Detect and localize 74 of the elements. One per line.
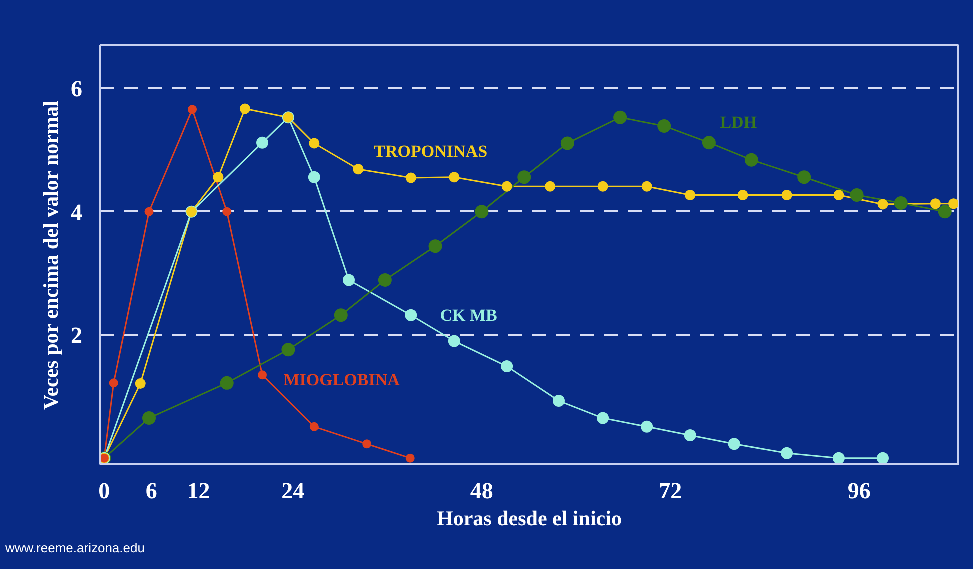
- series-label: LDH: [720, 113, 758, 132]
- point: [614, 110, 628, 124]
- y-tick-label: 4: [71, 200, 83, 225]
- text: www.reeme.arizona.edu: [4, 540, 145, 556]
- x-tick-label: 48: [470, 478, 494, 504]
- point: [850, 188, 864, 202]
- point: [832, 452, 845, 464]
- point: [501, 360, 514, 373]
- point: [213, 172, 224, 183]
- point: [781, 447, 794, 460]
- point: [685, 190, 696, 200]
- point: [144, 207, 154, 216]
- point: [406, 172, 416, 184]
- point: [343, 274, 356, 286]
- point: [738, 190, 748, 200]
- point: [642, 181, 652, 192]
- point: [142, 412, 156, 426]
- x-tick-label: 72: [659, 478, 682, 504]
- point: [728, 438, 740, 450]
- point: [310, 422, 319, 432]
- point: [641, 420, 654, 433]
- point: [258, 370, 268, 380]
- point: [109, 378, 118, 388]
- point: [220, 376, 234, 390]
- point: [597, 412, 610, 424]
- point: [545, 181, 556, 192]
- point: [309, 138, 320, 149]
- point: [502, 181, 512, 192]
- y-tick-label: 2: [71, 323, 82, 348]
- point: [188, 105, 198, 114]
- point: [552, 395, 565, 408]
- point: [240, 104, 250, 114]
- x-tick-label: 0: [98, 478, 110, 504]
- x-tick-label: 6: [146, 478, 158, 504]
- x-tick-label: 24: [282, 478, 306, 504]
- point: [222, 207, 232, 216]
- y-axis-title: Veces por encima del valor normal: [39, 100, 63, 410]
- point: [878, 199, 888, 210]
- point: [930, 198, 941, 210]
- point: [518, 170, 532, 184]
- point: [308, 171, 320, 184]
- point: [684, 430, 696, 442]
- point: [334, 308, 348, 322]
- point: [448, 335, 460, 348]
- series-label: MIOGLOBINA: [284, 370, 401, 390]
- point: [658, 119, 672, 133]
- point: [406, 454, 415, 463]
- point: [948, 198, 958, 210]
- x-axis-title: Horas desde el inicio: [437, 506, 622, 530]
- point: [560, 136, 574, 150]
- point: [449, 172, 460, 183]
- point: [744, 153, 758, 167]
- point: [256, 136, 269, 149]
- series-label: CK MB: [440, 306, 498, 325]
- point: [798, 170, 812, 184]
- point: [894, 196, 908, 210]
- point: [428, 240, 442, 254]
- point: [598, 181, 608, 192]
- y-tick-label: 6: [71, 76, 82, 102]
- point: [135, 378, 146, 390]
- point: [938, 205, 952, 219]
- point: [782, 190, 792, 200]
- point: [702, 136, 716, 150]
- point: [282, 343, 296, 357]
- x-tick-label: 96: [848, 478, 871, 504]
- point: [378, 274, 392, 287]
- point: [834, 190, 844, 200]
- point: [353, 164, 364, 175]
- series-label: TROPONINAS: [374, 142, 488, 161]
- point: [877, 452, 889, 464]
- point: [362, 440, 372, 449]
- point: [405, 309, 418, 322]
- point: [475, 205, 489, 219]
- x-tick-label: 12: [187, 478, 210, 504]
